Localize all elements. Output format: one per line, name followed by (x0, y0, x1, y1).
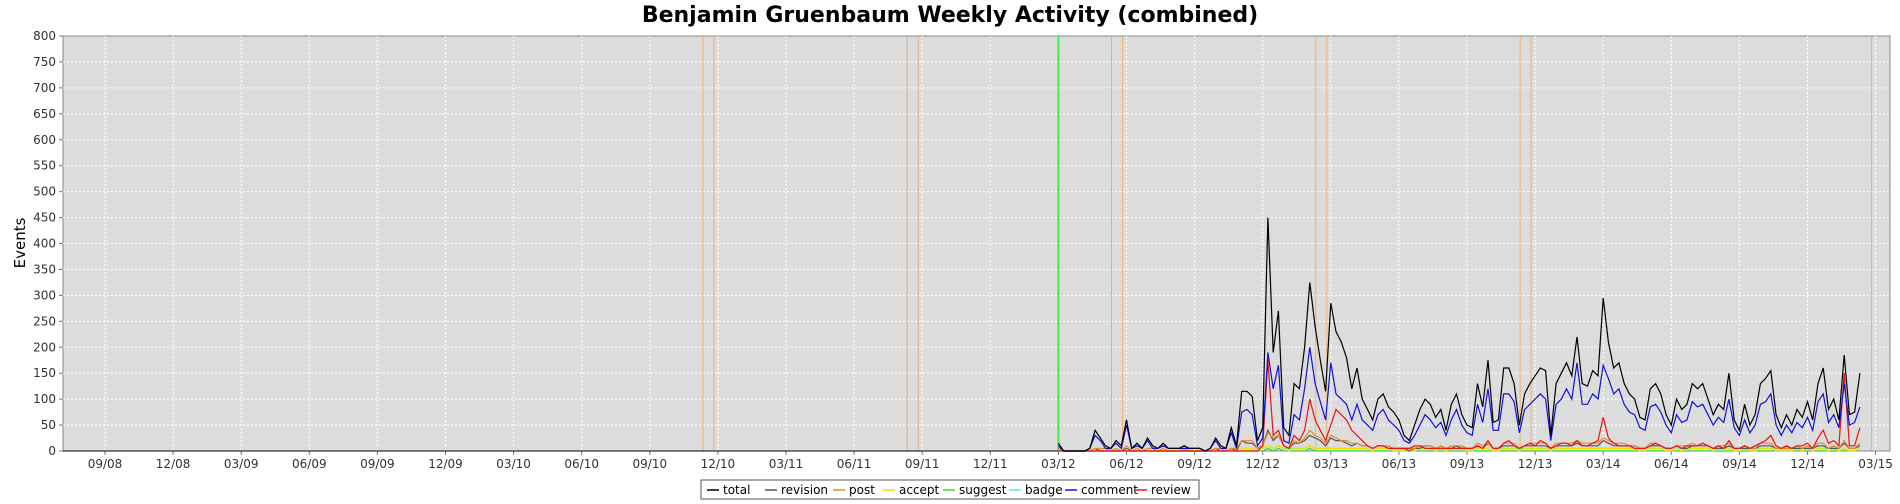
y-tick-label: 150 (33, 366, 56, 380)
y-tick-label: 0 (48, 444, 56, 458)
y-tick-label: 700 (33, 81, 56, 95)
x-tick-label: 03/13 (1314, 457, 1349, 471)
y-tick-label: 800 (33, 29, 56, 43)
x-tick-label: 09/08 (88, 457, 123, 471)
legend-label-comment: comment (1081, 483, 1138, 497)
x-tick-label: 06/12 (1109, 457, 1144, 471)
x-tick-label: 09/10 (633, 457, 668, 471)
plot-area: 0 50 100 150 200 250 300 350 400 450 500 550 600 650 7… (33, 29, 1893, 471)
x-tick-label: 06/09 (292, 457, 327, 471)
y-tick-label: 500 (33, 185, 56, 199)
x-tick-label: 12/11 (973, 457, 1008, 471)
y-tick-label: 400 (33, 237, 56, 251)
y-tick-label: 450 (33, 211, 56, 225)
y-tick-label: 250 (33, 314, 56, 328)
x-tick-label: 06/14 (1654, 457, 1689, 471)
x-tick-label: 09/11 (905, 457, 940, 471)
y-tick-label: 750 (33, 55, 56, 69)
x-tick-label: 09/09 (360, 457, 395, 471)
x-tick-label: 03/09 (224, 457, 259, 471)
x-tick-label: 03/11 (769, 457, 804, 471)
x-tick-label: 06/11 (837, 457, 872, 471)
legend: total revision post accept suggest badge comme… (700, 479, 1200, 500)
y-tick-label: 200 (33, 340, 56, 354)
x-tick-label: 03/10 (496, 457, 531, 471)
series-line-review (1058, 360, 1861, 452)
y-tick-label: 50 (41, 418, 56, 432)
x-tick-label: 06/13 (1382, 457, 1417, 471)
legend-label-post: post (849, 483, 875, 497)
legend-label-revision: revision (781, 483, 828, 497)
x-tick-label: 09/13 (1450, 457, 1485, 471)
x-tick-label: 12/10 (701, 457, 736, 471)
x-tick-label: 03/15 (1858, 457, 1893, 471)
x-tick-label: 12/08 (156, 457, 191, 471)
series-line-total (1057, 217, 1861, 452)
legend-label-total: total (723, 483, 750, 497)
y-tick-label: 600 (33, 133, 56, 147)
x-tick-label: 12/14 (1790, 457, 1825, 471)
legend-label-badge: badge (1025, 483, 1063, 497)
y-tick-label: 300 (33, 288, 56, 302)
x-tick-label: 03/14 (1586, 457, 1621, 471)
y-tick-label: 650 (33, 107, 56, 121)
y-tick-label: 550 (33, 159, 56, 173)
x-tick-label: 06/10 (564, 457, 599, 471)
legend-label-accept: accept (899, 483, 940, 497)
chart-title: Benjamin Gruenbaum Weekly Activity (comb… (642, 3, 1258, 28)
x-tick-label: 12/13 (1518, 457, 1553, 471)
y-tick-label: 350 (33, 262, 56, 276)
x-tick-label: 12/12 (1245, 457, 1280, 471)
x-tick-label: 03/12 (1041, 457, 1076, 471)
x-tick-label: 12/09 (428, 457, 463, 471)
legend-label-review: review (1151, 483, 1191, 497)
y-axis-label: Events (11, 217, 29, 268)
x-tick-label: 09/12 (1177, 457, 1212, 471)
y-tick-label: 100 (33, 392, 56, 406)
legend-label-suggest: suggest (959, 483, 1007, 497)
x-tick-label: 09/14 (1722, 457, 1757, 471)
